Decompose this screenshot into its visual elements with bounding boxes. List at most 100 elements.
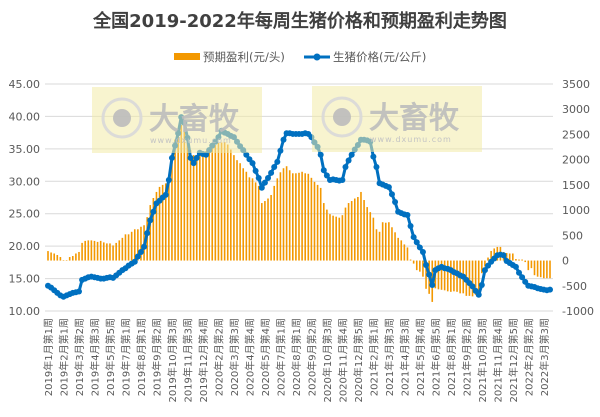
- x-axis-tick-label: 2019年2月第1周: [57, 318, 70, 396]
- right-axis-tick-label: 2500: [562, 128, 590, 141]
- profit-bar: [276, 178, 279, 261]
- right-axis-tick-label: -500: [562, 280, 587, 293]
- price-point: [370, 153, 377, 160]
- right-axis-tick-label: 1000: [562, 204, 590, 217]
- profit-bar: [242, 168, 245, 261]
- profit-bar: [248, 177, 251, 261]
- price-point: [320, 167, 327, 174]
- legend-label-price: 生猪价格(元/公斤): [333, 50, 426, 64]
- profit-bar: [397, 237, 399, 261]
- x-axis-tick-label: 2019年12月第4周: [197, 318, 210, 403]
- profit-bar: [450, 260, 452, 292]
- x-axis-tick-label: 2019年7月第1周: [119, 318, 132, 396]
- profit-bar: [208, 149, 210, 261]
- price-point: [475, 291, 482, 298]
- x-axis-tick-label: 2021年11月第4周: [491, 318, 504, 403]
- price-point: [243, 151, 250, 158]
- x-axis-tick-label: 2020年10月第3周: [321, 318, 334, 403]
- profit-bar: [171, 159, 173, 261]
- profit-bar: [230, 149, 232, 261]
- price-point: [203, 151, 210, 158]
- x-axis-tick-label: 2019年8月第1周: [135, 318, 148, 396]
- x-axis-tick-label: 2021年10月第3周: [476, 318, 489, 403]
- profit-bar: [137, 229, 139, 261]
- profit-bar: [223, 142, 226, 261]
- price-point: [277, 147, 284, 154]
- x-axis-tick-label: 2021年6月第5周: [429, 318, 442, 396]
- watermark-brand: 大畜牧: [149, 102, 240, 137]
- profit-bar: [322, 203, 325, 261]
- profit-bar: [164, 183, 167, 261]
- profit-bar: [180, 124, 183, 261]
- profit-bars: [47, 124, 551, 302]
- profit-bar: [536, 260, 539, 277]
- price-point: [547, 286, 553, 293]
- x-axis-tick-label: 2020年11月第4周: [336, 318, 349, 403]
- profit-bar: [515, 259, 517, 261]
- profit-bar: [121, 237, 124, 261]
- watermark-brand: 大畜牧: [369, 101, 460, 136]
- price-point: [131, 258, 138, 265]
- profit-bar: [391, 227, 393, 261]
- price-point: [134, 253, 141, 260]
- x-axis-tick-label: 2019年5月第5周: [104, 318, 117, 396]
- profit-bar: [109, 243, 111, 261]
- profit-bar: [546, 260, 548, 279]
- profit-bar: [239, 163, 241, 261]
- profit-bar: [366, 207, 368, 261]
- profit-bar: [282, 168, 285, 261]
- profit-bar: [90, 240, 93, 261]
- price-point: [280, 136, 287, 143]
- watermark-eye-icon: [333, 108, 351, 126]
- price-point: [274, 158, 281, 165]
- price-point: [261, 179, 268, 186]
- price-point: [512, 263, 519, 270]
- profit-bar: [130, 231, 133, 261]
- profit-bar: [394, 232, 396, 261]
- price-point: [345, 157, 352, 164]
- profit-bar: [338, 217, 341, 261]
- price-point: [165, 176, 172, 183]
- profit-bar: [68, 257, 71, 261]
- price-point: [75, 288, 82, 295]
- price-point: [481, 267, 488, 274]
- profit-bar: [251, 178, 254, 261]
- watermark-eye-icon: [113, 109, 131, 127]
- profit-bar: [518, 259, 520, 261]
- profit-bar: [233, 155, 235, 261]
- profit-bar: [81, 242, 83, 261]
- left-axis-tick-label: 45.00: [9, 78, 41, 91]
- profit-bar: [363, 200, 365, 261]
- profit-bar: [490, 250, 492, 261]
- right-axis-tick-label: 3500: [562, 78, 590, 91]
- x-axis-tick-label: 2020年2月第2周: [212, 318, 225, 396]
- price-point: [147, 217, 154, 224]
- profit-bar: [474, 260, 477, 295]
- profit-bar: [493, 248, 496, 261]
- profit-bar: [53, 253, 55, 261]
- profit-bar: [273, 185, 276, 261]
- profit-bar: [279, 172, 282, 261]
- profit-bar: [186, 139, 189, 261]
- profit-bar: [419, 260, 421, 272]
- price-point: [323, 172, 330, 179]
- profit-bar: [127, 234, 130, 261]
- profit-bar: [301, 171, 303, 261]
- profit-bar: [202, 153, 204, 261]
- profit-bar: [313, 181, 316, 261]
- profit-bar: [174, 139, 176, 261]
- x-axis-tick-label: 2020年12月第5周: [352, 318, 365, 403]
- price-point: [150, 208, 157, 215]
- profit-bar: [177, 129, 179, 261]
- price-point: [144, 230, 151, 237]
- left-axis-tick-label: 25.00: [9, 208, 41, 221]
- price-point: [478, 282, 485, 289]
- x-axis-tick-label: 2021年5月第4周: [414, 318, 427, 396]
- profit-bar: [549, 260, 551, 279]
- profit-bar: [93, 240, 96, 261]
- profit-bar: [288, 170, 291, 261]
- profit-bar: [412, 260, 415, 264]
- watermark-circle-icon: [321, 96, 363, 138]
- profit-bar: [307, 173, 310, 261]
- price-point: [190, 160, 197, 167]
